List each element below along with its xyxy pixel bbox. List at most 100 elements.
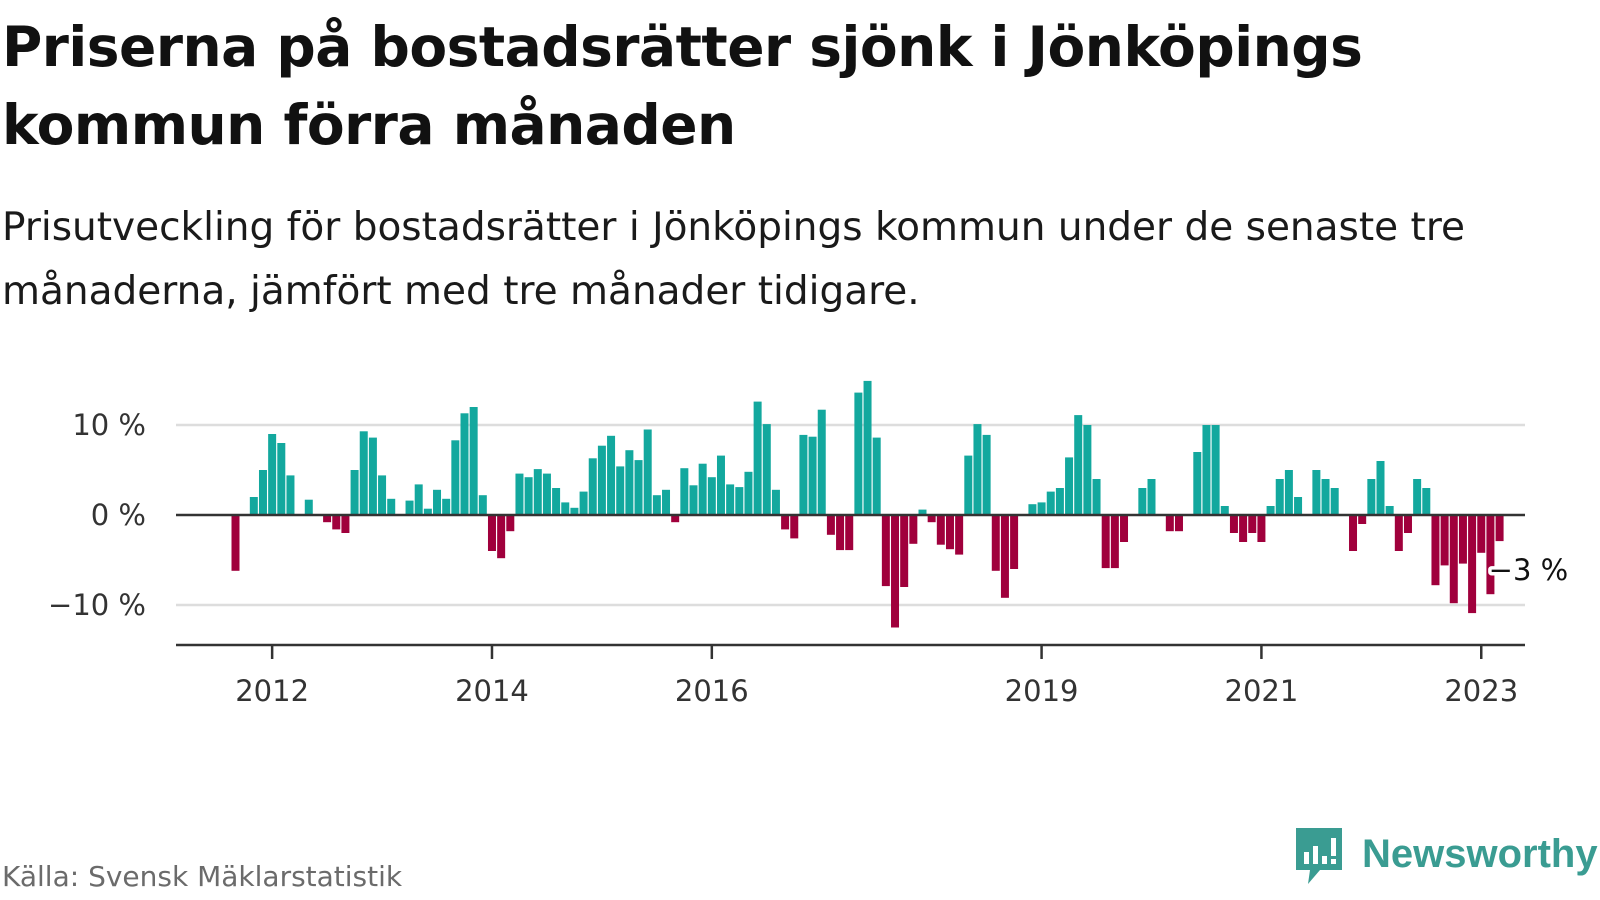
annotation-halo: −3 % xyxy=(1489,553,1569,587)
bar-positive xyxy=(1422,488,1431,515)
bar-negative xyxy=(1174,515,1183,532)
bar-positive xyxy=(1275,479,1284,515)
bar-negative xyxy=(506,515,515,532)
bar-negative xyxy=(231,515,240,571)
bar-negative xyxy=(936,515,945,545)
bar-positive xyxy=(286,475,295,515)
bar-negative xyxy=(891,515,900,628)
bar-positive xyxy=(359,431,368,515)
newsworthy-logo-icon xyxy=(1296,828,1342,884)
bar-positive xyxy=(1074,415,1083,515)
bar-positive xyxy=(433,489,442,515)
bar-negative xyxy=(1495,515,1504,542)
bar-positive xyxy=(405,500,414,515)
bar-negative xyxy=(671,515,680,523)
bar-positive xyxy=(1220,506,1229,515)
bar-negative xyxy=(881,515,890,587)
x-tick-label: 2023 xyxy=(1444,674,1518,708)
bar-positive xyxy=(423,508,432,515)
bar-positive xyxy=(1211,425,1220,515)
bar-negative xyxy=(487,515,496,551)
bar-negative xyxy=(1440,515,1449,566)
bar-positive xyxy=(616,466,625,515)
bar-positive xyxy=(515,473,524,515)
bar-negative xyxy=(341,515,350,533)
bar-positive xyxy=(854,392,863,515)
brand[interactable]: Newsworthy xyxy=(1294,826,1598,892)
bar-negative xyxy=(1431,515,1440,586)
bar-positive xyxy=(414,484,423,515)
bar-positive xyxy=(460,413,469,515)
brand-name: Newsworthy xyxy=(1362,832,1598,876)
bar-positive xyxy=(579,491,588,515)
bar-negative xyxy=(1403,515,1412,533)
bar-positive xyxy=(735,487,744,515)
bar-positive xyxy=(533,469,542,515)
bar-positive xyxy=(662,489,671,515)
bar-positive xyxy=(726,484,735,515)
bar-positive xyxy=(524,477,533,515)
bar-positive xyxy=(652,495,661,515)
bar-negative xyxy=(991,515,1000,571)
bar-positive xyxy=(387,498,396,515)
bar-positive xyxy=(552,488,561,515)
bar-positive xyxy=(607,435,616,515)
bar-positive xyxy=(1312,470,1321,515)
bar-positive xyxy=(570,507,579,515)
bar-negative xyxy=(1449,515,1458,604)
bar-negative xyxy=(1010,515,1019,569)
bar-positive xyxy=(753,401,762,515)
bar-positive xyxy=(588,458,597,515)
bar-positive xyxy=(1147,479,1156,515)
bar-positive xyxy=(1046,491,1055,515)
bar-positive xyxy=(1065,457,1074,515)
bar-negative xyxy=(1458,515,1467,564)
bar-negative xyxy=(1165,515,1174,532)
bar-positive xyxy=(1055,488,1064,515)
bar-positive xyxy=(625,450,634,515)
bar-positive xyxy=(808,436,817,515)
bar-negative xyxy=(1120,515,1129,542)
bar-negative xyxy=(836,515,845,551)
bar-positive xyxy=(368,437,377,515)
bar-positive xyxy=(680,468,689,515)
bar-positive xyxy=(1083,425,1092,515)
chart-subtitle: Prisutveckling för bostadsrätter i Jönkö… xyxy=(2,205,1466,314)
bar-positive xyxy=(1028,504,1037,515)
bar-positive xyxy=(863,380,872,515)
bar-negative xyxy=(790,515,799,539)
bar-negative xyxy=(1000,515,1009,598)
bar-positive xyxy=(1037,502,1046,515)
y-tick-label: 10 % xyxy=(72,408,146,442)
bar-negative xyxy=(1358,515,1367,524)
y-tick-label: −10 % xyxy=(48,588,146,622)
y-tick-label: 0 % xyxy=(91,498,146,532)
x-tick-label: 2012 xyxy=(235,674,309,708)
x-tick-label: 2014 xyxy=(455,674,529,708)
bar-negative xyxy=(1239,515,1248,542)
bar-positive xyxy=(643,429,652,515)
bar-positive xyxy=(698,463,707,515)
bar-positive xyxy=(762,424,771,515)
bar-positive xyxy=(973,424,982,515)
bar-negative xyxy=(1229,515,1238,533)
bar-negative xyxy=(1468,515,1477,614)
bar-negative xyxy=(826,515,835,535)
bar-negative xyxy=(909,515,918,544)
bar-positive xyxy=(918,509,927,515)
chart-title: Priserna på bostadsrätter sjönk i Jönköp… xyxy=(2,15,1363,157)
bar-positive xyxy=(277,443,286,515)
bar-positive xyxy=(350,470,359,515)
last-value-annotation: −3 % xyxy=(1489,553,1569,587)
bar-positive xyxy=(1138,488,1147,515)
bar-positive xyxy=(478,495,487,515)
bar-positive xyxy=(707,477,716,515)
bar-positive xyxy=(817,409,826,515)
bar-negative xyxy=(1248,515,1257,533)
bar-positive xyxy=(258,470,267,515)
bar-positive xyxy=(268,434,277,515)
x-tick-label: 2019 xyxy=(1005,674,1079,708)
bar-positive xyxy=(1376,461,1385,515)
bar-positive xyxy=(561,502,570,515)
